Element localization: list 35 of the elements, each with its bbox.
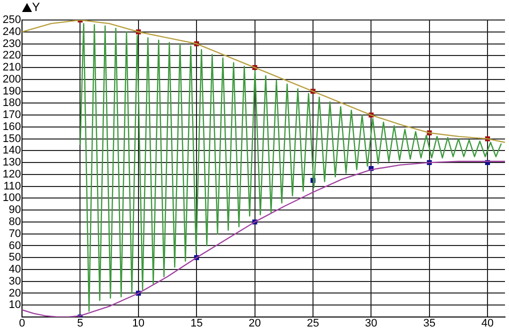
y-axis-title: Y: [32, 0, 40, 14]
y-tick-label: 140: [2, 144, 21, 157]
y-tick-label: 180: [2, 97, 21, 110]
y-tick-label: 170: [2, 109, 21, 122]
y-tick-label: 190: [2, 85, 21, 98]
y-tick-label: 210: [2, 62, 21, 74]
y-tick-label: 60: [8, 240, 21, 252]
y-tick-label: 10: [8, 299, 21, 312]
y-tick-label: 250: [2, 14, 21, 26]
x-tick-label: 0: [18, 318, 26, 330]
y-tick-label: 220: [2, 50, 21, 62]
y-tick-label: 120: [2, 168, 21, 180]
y-tick-label: 240: [2, 26, 21, 38]
x-tick-label: 20: [248, 318, 261, 330]
y-tick-label: 110: [3, 180, 21, 192]
y-tick-label: 40: [8, 264, 21, 276]
y-tick-label: 50: [8, 252, 21, 264]
x-tick-label: 25: [306, 318, 320, 330]
x-tick-label: 5: [77, 318, 84, 330]
y-tick-label: 200: [2, 73, 21, 86]
y-tick-label: 90: [8, 204, 21, 216]
x-tick-label: 40: [481, 318, 494, 330]
y-tick-label: 230: [2, 38, 21, 50]
x-tick-label: 35: [423, 318, 436, 330]
x-tick-label: 15: [190, 318, 203, 330]
y-tick-label: 100: [2, 192, 21, 204]
y-tick-label: 30: [8, 275, 21, 288]
y-tick-label: 150: [2, 132, 21, 145]
y-tick-label: 160: [2, 120, 21, 133]
x-tick-label: 10: [132, 318, 145, 330]
x-tick-label: 30: [365, 318, 378, 330]
y-tick-label: 70: [8, 228, 21, 240]
y-tick-label: 20: [8, 287, 21, 300]
y-tick-label: 130: [2, 156, 21, 169]
y-tick-label: 80: [8, 216, 21, 228]
